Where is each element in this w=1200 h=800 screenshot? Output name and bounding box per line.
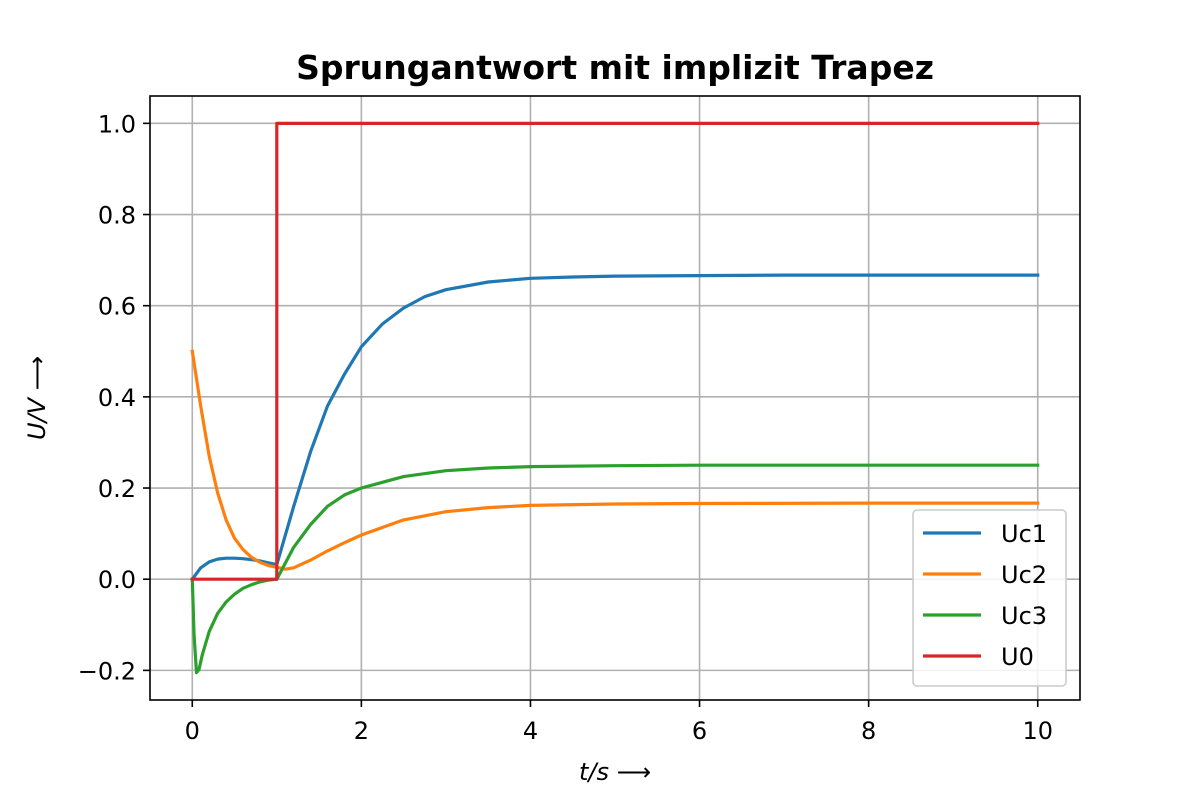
legend-box bbox=[912, 509, 1067, 687]
y-tick-label: 0.6 bbox=[98, 293, 136, 321]
y-axis-ticks: −0.2 0.0 0.2 0.4 0.6 0.8 1.0 bbox=[78, 110, 150, 685]
series-layer bbox=[190, 121, 1040, 675]
y-tick-label: −0.2 bbox=[78, 657, 136, 685]
legend-label-uc1: Uc1 bbox=[1001, 520, 1047, 548]
y-tick-label: 0.8 bbox=[98, 202, 136, 230]
series-line-uc2 bbox=[190, 349, 1040, 571]
y-tick-label: 0.0 bbox=[98, 566, 136, 594]
grid bbox=[150, 96, 1080, 700]
x-tick-label: 0 bbox=[185, 717, 200, 745]
y-tick-label: 1.0 bbox=[98, 110, 136, 138]
x-tick-label: 8 bbox=[861, 717, 876, 745]
chart-title: Sprungantwort mit implizit Trapez bbox=[296, 48, 934, 87]
x-tick-label: 10 bbox=[1022, 717, 1053, 745]
legend-label-uc2: Uc2 bbox=[1001, 561, 1047, 589]
y-axis-label: U/V ⟶ bbox=[23, 356, 51, 440]
x-tick-label: 4 bbox=[523, 717, 538, 745]
legend-label-uc3: Uc3 bbox=[1001, 602, 1047, 630]
x-tick-label: 2 bbox=[354, 717, 369, 745]
y-tick-label: 0.2 bbox=[98, 475, 136, 503]
series-line-u0 bbox=[190, 121, 1040, 581]
legend-label-u0: U0 bbox=[1001, 643, 1034, 671]
plot-frame bbox=[149, 95, 1081, 701]
legend: Uc1 Uc2 Uc3 U0 bbox=[912, 509, 1067, 687]
y-tick-label: 0.4 bbox=[98, 384, 136, 412]
x-axis-label: t/s ⟶ bbox=[579, 758, 651, 786]
x-tick-label: 6 bbox=[692, 717, 707, 745]
x-axis-ticks: 0 2 4 6 8 10 bbox=[185, 700, 1053, 745]
series-line-uc1 bbox=[190, 273, 1040, 582]
